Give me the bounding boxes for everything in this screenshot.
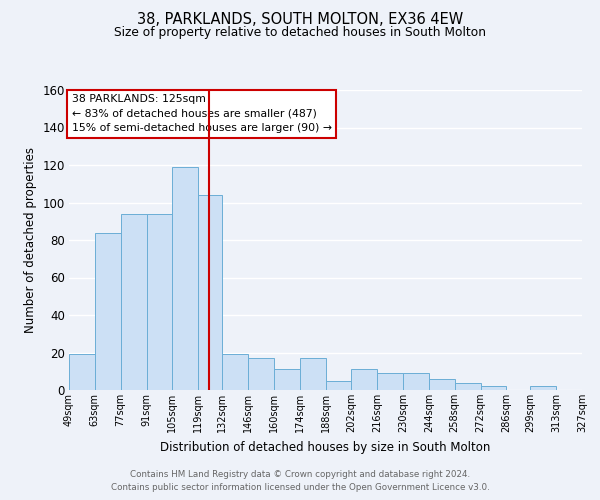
Bar — [248, 358, 274, 390]
Bar — [121, 214, 146, 390]
Text: Size of property relative to detached houses in South Molton: Size of property relative to detached ho… — [114, 26, 486, 39]
Bar — [222, 354, 248, 390]
Bar — [325, 380, 352, 390]
Text: Contains public sector information licensed under the Open Government Licence v3: Contains public sector information licen… — [110, 483, 490, 492]
Bar — [95, 232, 121, 390]
Bar — [429, 379, 455, 390]
Text: Contains HM Land Registry data © Crown copyright and database right 2024.: Contains HM Land Registry data © Crown c… — [130, 470, 470, 479]
Y-axis label: Number of detached properties: Number of detached properties — [24, 147, 37, 333]
Bar — [146, 214, 172, 390]
Bar — [172, 167, 198, 390]
Bar — [455, 382, 481, 390]
Bar — [352, 370, 377, 390]
Bar — [377, 373, 403, 390]
Bar — [299, 358, 325, 390]
Bar — [198, 195, 222, 390]
X-axis label: Distribution of detached houses by size in South Molton: Distribution of detached houses by size … — [160, 440, 491, 454]
Bar — [274, 370, 299, 390]
Bar — [530, 386, 556, 390]
Bar — [481, 386, 506, 390]
Bar — [403, 373, 429, 390]
Bar — [69, 354, 95, 390]
Text: 38, PARKLANDS, SOUTH MOLTON, EX36 4EW: 38, PARKLANDS, SOUTH MOLTON, EX36 4EW — [137, 12, 463, 28]
Text: 38 PARKLANDS: 125sqm
← 83% of detached houses are smaller (487)
15% of semi-deta: 38 PARKLANDS: 125sqm ← 83% of detached h… — [71, 94, 332, 134]
